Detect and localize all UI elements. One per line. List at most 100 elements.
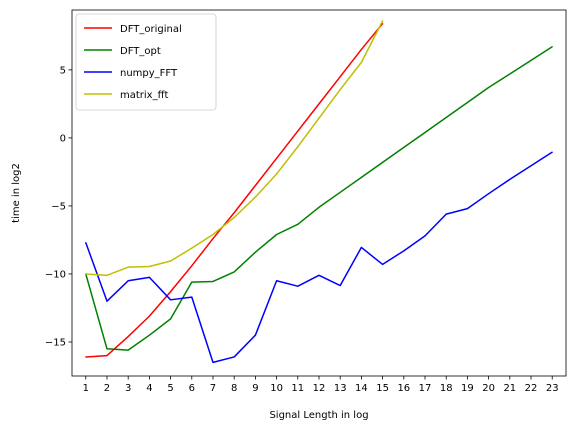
x-tick-label: 18: [440, 383, 453, 394]
data-point-dft-opt: [445, 116, 447, 119]
x-tick-label: 9: [252, 383, 258, 394]
data-point-dft-opt: [233, 271, 235, 273]
data-point-dft-original: [360, 48, 363, 51]
data-point-numpy-fft: [85, 242, 87, 244]
x-tick-label: 2: [104, 383, 110, 394]
data-point-matrix-fft: [127, 266, 129, 268]
x-tick-label: 19: [461, 383, 474, 394]
data-point-dft-opt: [127, 349, 129, 351]
data-point-dft-opt: [297, 223, 299, 225]
data-point-dft-opt: [466, 101, 469, 104]
data-point-matrix-fft: [254, 196, 256, 198]
data-point-dft-opt: [382, 161, 384, 163]
x-tick-label: 12: [313, 383, 326, 394]
data-point-dft-original: [127, 335, 129, 338]
x-tick-label: 17: [419, 383, 432, 394]
y-tick-label: −5: [51, 201, 66, 212]
x-tick-label: 11: [291, 383, 304, 394]
x-tick-label: 13: [334, 383, 347, 394]
data-point-matrix-fft: [297, 146, 299, 148]
data-point-dft-original: [275, 157, 278, 159]
data-point-matrix-fft: [191, 247, 193, 249]
data-point-dft-opt: [488, 86, 490, 89]
data-point-matrix-fft: [106, 274, 108, 276]
data-point-numpy-fft: [148, 276, 150, 278]
data-point-dft-opt: [212, 280, 214, 283]
x-tick-label: 16: [397, 383, 410, 394]
data-point-numpy-fft: [403, 250, 405, 252]
x-tick-label: 14: [355, 383, 368, 394]
x-tick-label: 22: [525, 383, 538, 394]
data-point-dft-opt: [360, 176, 363, 178]
legend: DFT_original DFT_opt numpy_FFT matrix_fft: [75, 13, 217, 111]
data-point-dft-opt: [339, 191, 341, 193]
data-point-dft-original: [254, 184, 256, 187]
data-point-numpy-fft: [488, 193, 490, 195]
data-point-numpy-fft: [339, 284, 341, 287]
data-point-matrix-fft: [318, 117, 320, 119]
data-point-numpy-fft: [445, 213, 447, 215]
x-tick-label: 7: [210, 383, 216, 394]
data-point-dft-original: [169, 291, 172, 293]
legend-label-numpy-fft: numpy_FFT: [120, 68, 178, 79]
data-point-dft-original: [148, 315, 150, 317]
data-point-dft-original: [382, 23, 384, 25]
data-point-numpy-fft: [254, 334, 256, 336]
data-point-dft-original: [212, 237, 214, 240]
data-point-dft-opt: [509, 73, 511, 75]
data-point-dft-original: [191, 265, 193, 267]
x-axis-ticks: 1 2 3 4 5 6 7 8 9 10 11 12 13 14 15 16 17 18 19 20 21 22 23: [83, 376, 559, 394]
data-point-numpy-fft: [360, 246, 363, 249]
data-point-dft-original: [106, 354, 108, 357]
y-tick-label: 0: [60, 133, 66, 144]
data-point-dft-opt: [148, 334, 150, 336]
data-point-numpy-fft: [233, 356, 235, 358]
x-tick-label: 8: [231, 383, 237, 394]
y-axis-label: time in log2: [11, 163, 22, 223]
data-point-numpy-fft: [551, 151, 553, 153]
data-point-dft-original: [233, 212, 235, 214]
x-tick-label: 23: [546, 383, 559, 394]
data-point-matrix-fft: [212, 233, 214, 236]
data-point-numpy-fft: [318, 274, 320, 276]
y-tick-label: −10: [45, 269, 66, 280]
data-point-numpy-fft: [424, 235, 426, 237]
y-tick-label: 5: [60, 65, 66, 76]
data-point-dft-original: [297, 130, 299, 132]
data-point-numpy-fft: [509, 178, 511, 180]
x-axis-label: Signal Length in log: [269, 410, 368, 421]
legend-label-dft-original: DFT_original: [120, 24, 182, 35]
x-tick-label: 15: [376, 383, 389, 394]
data-point-matrix-fft: [85, 273, 87, 275]
x-tick-label: 20: [482, 383, 495, 394]
x-tick-label: 3: [125, 383, 131, 394]
data-point-numpy-fft: [106, 300, 108, 302]
y-axis-ticks: −15 −10 −5 0 5: [45, 65, 72, 348]
data-point-matrix-fft: [339, 88, 341, 91]
data-point-numpy-fft: [212, 361, 214, 363]
legend-label-dft-opt: DFT_opt: [120, 46, 161, 57]
data-point-dft-opt: [275, 233, 278, 236]
data-point-matrix-fft: [148, 265, 150, 268]
data-point-dft-opt: [424, 131, 426, 134]
data-point-numpy-fft: [127, 280, 129, 282]
legend-box: [75, 13, 217, 111]
data-point-dft-original: [318, 103, 320, 105]
y-tick-label: −15: [45, 337, 66, 348]
data-point-numpy-fft: [169, 299, 172, 301]
x-tick-label: 6: [189, 383, 195, 394]
x-tick-label: 21: [503, 383, 516, 394]
data-point-dft-opt: [169, 318, 172, 320]
data-point-numpy-fft: [191, 296, 193, 298]
data-point-dft-opt: [106, 348, 108, 350]
x-tick-label: 10: [270, 383, 283, 394]
data-point-matrix-fft: [233, 216, 235, 219]
data-point-dft-opt: [551, 46, 553, 48]
data-point-numpy-fft: [275, 280, 278, 282]
x-tick-label: 5: [167, 383, 173, 394]
data-point-dft-opt: [191, 281, 193, 283]
data-point-matrix-fft: [360, 61, 363, 63]
data-point-numpy-fft: [297, 285, 299, 287]
data-point-matrix-fft: [275, 173, 278, 175]
